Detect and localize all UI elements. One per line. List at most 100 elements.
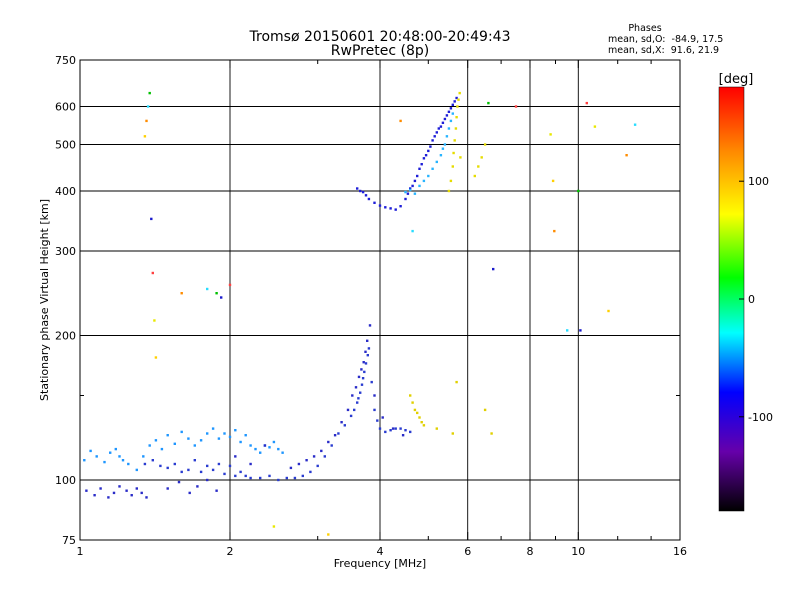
data-point [439,125,443,128]
data-point [409,187,412,190]
data-point [228,283,232,287]
data-point [441,147,445,150]
data-point [363,370,366,374]
data-point [373,394,376,397]
data-point [447,189,451,193]
data-point [413,192,417,195]
data-point [268,446,271,449]
data-point [435,160,438,164]
data-point [166,434,169,437]
data-point [418,184,421,188]
data-point [83,459,86,462]
data-point [95,455,98,458]
data-point [89,449,92,453]
data-point [351,394,354,397]
data-point [145,119,148,123]
data-point [330,444,333,447]
data-point [206,287,209,291]
colorbar-tick-label: 0 [748,293,755,306]
data-point [333,434,337,437]
data-point [443,143,447,146]
data-point [473,174,476,178]
phase-stats-o: mean, sd,O: -84.9, 17.5 [608,34,723,45]
data-point [346,408,350,412]
data-point [285,476,288,480]
colorbar-tick-label: 100 [748,175,769,188]
data-point [420,421,423,424]
data-point [309,470,312,474]
data-point [487,101,490,105]
data-point [289,466,293,470]
data-point [431,139,434,142]
data-point [228,435,232,439]
data-point [153,319,156,322]
data-point [340,421,343,424]
data-point [480,156,483,159]
x-axis: 1 2 4 6 8 10 16 [77,60,687,558]
data-point [452,151,455,155]
data-point [173,442,176,445]
data-point [445,114,449,117]
y-tick-label: 200 [55,330,76,343]
data-point [217,462,221,466]
data-point [424,154,428,157]
data-point [451,165,454,168]
data-point [166,487,169,490]
data-point [277,478,280,482]
data-point [93,494,96,497]
data-point [413,408,417,412]
data-point [418,416,421,419]
data-point [453,100,456,103]
data-point [409,188,412,192]
data-point [228,464,232,468]
x-tick-label: 6 [464,545,471,558]
data-point [585,101,588,105]
y-tick-label: 300 [55,245,76,258]
data-point [211,468,215,472]
y-tick-label: 600 [55,101,76,114]
data-point [85,489,88,492]
data-point [223,432,226,435]
data-point [607,309,610,313]
data-point [199,439,203,442]
data-point [376,419,379,422]
data-point [151,271,154,275]
data-point [364,350,367,353]
data-point [154,439,158,442]
data-point [234,474,237,478]
data-point [217,437,221,440]
data-point [549,133,552,136]
data-point [413,179,417,183]
data-point [416,174,419,178]
colorbar-label: [deg] [719,72,754,87]
data-point [427,149,430,153]
data-point [433,135,436,138]
data-point [146,105,150,108]
data-point [362,361,365,364]
data-point [234,455,237,458]
data-point [353,408,356,412]
data-point [268,474,271,478]
data-point [378,427,382,430]
data-point [399,427,402,430]
data-point [441,121,445,124]
x-axis-label: Frequency [MHz] [334,557,426,570]
data-point [259,451,262,454]
data-point [188,491,191,495]
data-point [173,462,176,466]
data-point [394,427,397,430]
data-point [361,190,365,194]
data-point [140,491,143,495]
data-point [422,157,426,160]
data-point [368,324,372,327]
data-point [127,462,130,466]
data-point [451,112,454,115]
data-point [453,139,456,142]
data-point [249,476,252,480]
data-point [447,110,451,113]
data-point [150,217,153,221]
data-point [187,468,190,472]
data-point [239,440,242,444]
y-tick-label: 100 [55,474,76,487]
data-point [409,394,412,397]
